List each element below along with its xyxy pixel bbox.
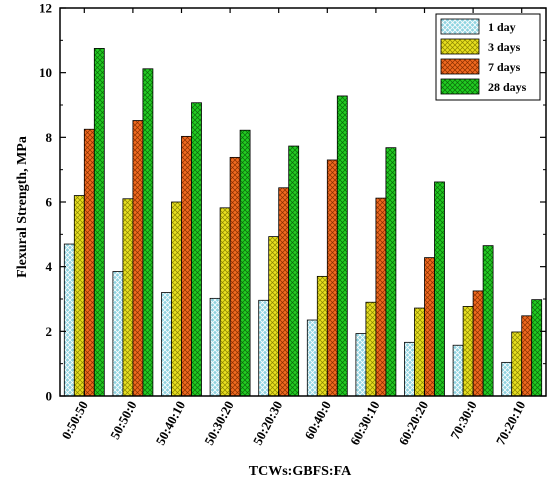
bar-7-days-70-30-0 (472, 290, 484, 397)
legend-label-28-days: 28 days (488, 80, 527, 94)
bar-28-days-70-30-0 (482, 245, 494, 397)
bar-28-days-50-40-10 (191, 102, 202, 397)
bar-1-day-50-30-20 (209, 297, 221, 397)
legend-swatch-1-day (440, 18, 480, 35)
legend-label-3-days: 3 days (488, 40, 521, 54)
bar-28-days-60-40-0 (336, 95, 348, 397)
bar-3-days-50-20-30 (268, 236, 280, 397)
bar-7-days-50-30-20 (229, 156, 241, 397)
bar-1-day-70-20-10 (501, 361, 513, 397)
x-tick-label-50-40-10: 50:40:10 (153, 398, 189, 447)
x-tick-label-70-20-10: 70:20:10 (493, 398, 529, 447)
x-tick-label-50-30-20: 50:30:20 (201, 398, 237, 447)
bar-1-day-60-20-20 (404, 341, 415, 397)
y-tick-label: 10 (39, 65, 52, 80)
bar-28-days-50-30-20 (239, 129, 251, 397)
bar-7-days-70-20-10 (521, 315, 533, 397)
x-tick-label-50-50-0: 50:50:0 (107, 398, 140, 441)
bar-1-day-50-40-10 (161, 292, 172, 397)
y-tick-label: 6 (46, 195, 53, 210)
bar-3-days-50-30-20 (219, 207, 231, 397)
y-tick-label: 12 (39, 1, 52, 16)
bar-1-day-60-30-10 (355, 333, 367, 397)
y-axis-title: Flexural Strength, MPa (15, 136, 30, 278)
bar-28-days-0-50-50 (93, 48, 105, 397)
legend-label-1-day: 1 day (488, 20, 516, 34)
x-tick-label-70-30-0: 70:30:0 (447, 398, 480, 441)
legend: 1 day 3 days 7 days 28 days (435, 13, 541, 101)
legend-swatch-3-days (440, 38, 480, 55)
x-tick-label-50-20-30: 50:20:30 (250, 398, 286, 447)
bar-3-days-50-50-0 (122, 198, 134, 397)
x-axis-title: TCWs:GBFS:FA (249, 464, 352, 479)
bars-layer (63, 48, 543, 397)
legend-label-7-days: 7 days (488, 60, 521, 74)
bar-3-days-60-20-20 (414, 307, 425, 397)
bar-28-days-70-20-10 (531, 299, 543, 397)
bar-1-day-50-50-0 (112, 271, 124, 397)
bar-3-days-0-50-50 (73, 195, 85, 397)
bar-28-days-50-50-0 (142, 68, 154, 397)
bar-7-days-50-20-30 (278, 187, 290, 397)
bar-1-day-60-40-0 (306, 319, 318, 397)
bar-7-days-60-20-20 (424, 257, 435, 397)
bar-28-days-60-30-10 (385, 147, 397, 397)
bar-3-days-60-40-0 (316, 275, 328, 397)
y-tick-label: 4 (46, 259, 53, 274)
bar-7-days-60-40-0 (326, 159, 338, 397)
x-tick-label-60-30-10: 60:30:10 (347, 398, 383, 447)
bar-1-day-70-30-0 (452, 344, 464, 397)
bar-28-days-60-20-20 (434, 181, 445, 397)
bar-7-days-50-40-10 (181, 135, 192, 397)
bar-1-day-50-20-30 (258, 299, 270, 397)
x-tick-label-60-40-0: 60:40:0 (301, 398, 334, 441)
bar-28-days-50-20-30 (288, 145, 300, 397)
bar-3-days-70-20-10 (511, 331, 523, 397)
bar-3-days-60-30-10 (365, 301, 377, 397)
y-tick-label: 2 (46, 324, 53, 339)
x-tick-label-0-50-50: 0:50:50 (58, 398, 91, 441)
legend-swatch-7-days (440, 58, 480, 75)
legend-swatch-28-days (440, 78, 480, 95)
bar-7-days-0-50-50 (83, 128, 95, 397)
bar-7-days-50-50-0 (132, 120, 144, 397)
bar-7-days-60-30-10 (375, 197, 387, 397)
y-tick-label: 0 (46, 389, 53, 404)
y-tick-label: 8 (46, 130, 53, 145)
x-tick-label-60-20-20: 60:20:20 (396, 398, 432, 447)
bar-3-days-70-30-0 (462, 306, 474, 397)
bar-3-days-50-40-10 (171, 201, 182, 397)
